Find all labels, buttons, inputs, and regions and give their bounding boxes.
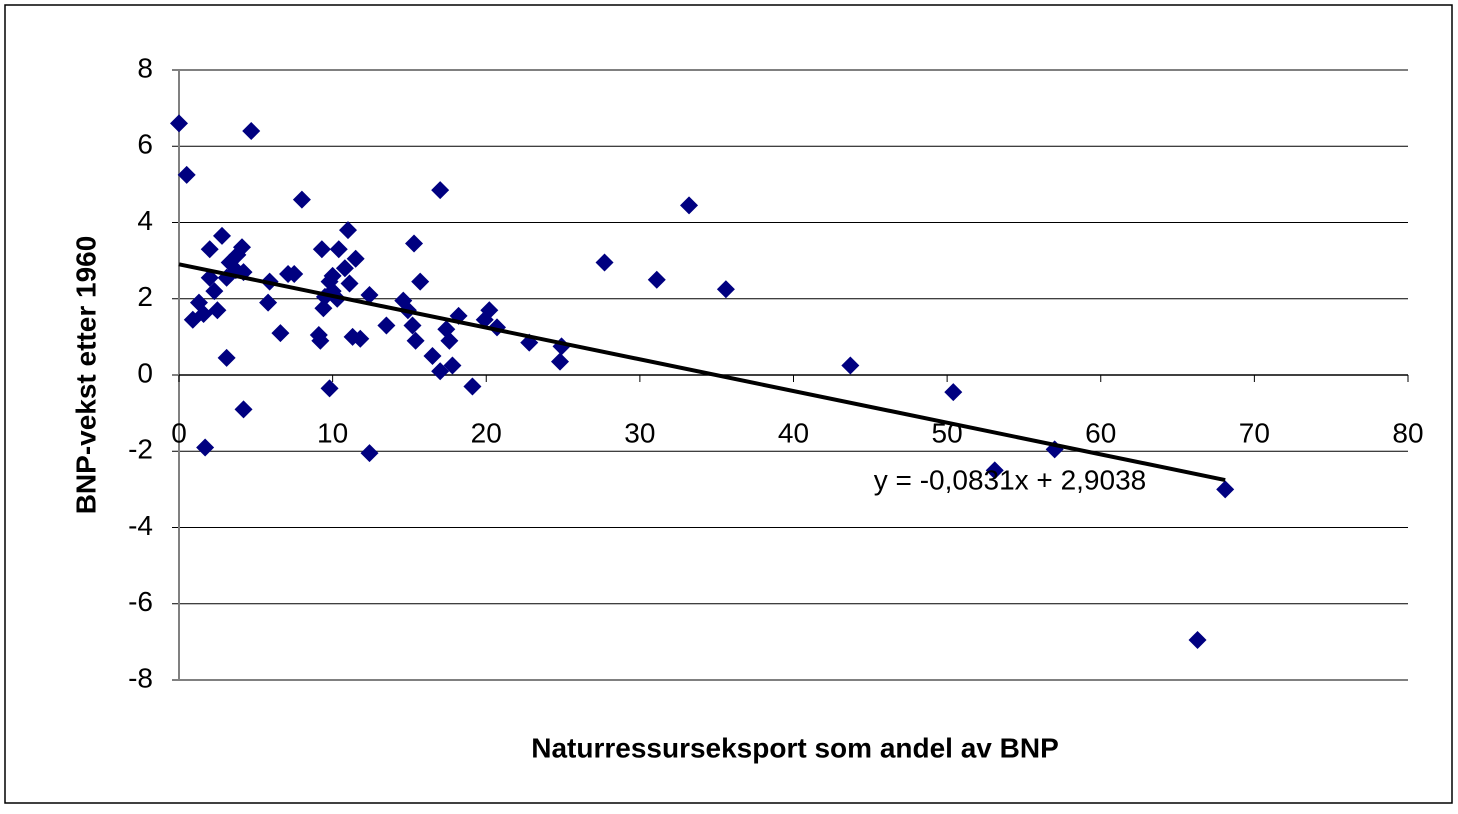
point (405, 234, 424, 253)
x-axis-title: Naturressurseksport som andel av BNP (531, 732, 1059, 763)
point (463, 377, 482, 396)
point (205, 282, 224, 301)
point (329, 240, 348, 259)
y-tick-label: -4 (128, 510, 153, 541)
y-tick-label: 2 (137, 281, 153, 312)
point (443, 356, 462, 375)
x-tick-label: 60 (1085, 417, 1116, 448)
point (406, 331, 425, 350)
point (360, 444, 379, 463)
point (177, 165, 196, 184)
x-tick-label: 10 (317, 417, 348, 448)
point (213, 226, 232, 245)
y-tick-label: 0 (137, 357, 153, 388)
x-tick-label: 30 (624, 417, 655, 448)
x-tick-label: 0 (171, 417, 187, 448)
point (340, 274, 359, 293)
trendline (178, 262, 1226, 483)
point (423, 346, 442, 365)
chart-border (4, 4, 1453, 804)
point (647, 270, 666, 289)
point (985, 461, 1004, 480)
point (440, 331, 459, 350)
y-tick-label: -2 (128, 434, 153, 465)
point (716, 280, 735, 299)
x-tick-label: 70 (1239, 417, 1270, 448)
point (377, 316, 396, 335)
point (292, 190, 311, 209)
point (1188, 630, 1207, 649)
point (311, 331, 330, 350)
y-tick-label: -6 (128, 586, 153, 617)
point (312, 240, 331, 259)
x-tick-label: 40 (778, 417, 809, 448)
point (335, 259, 354, 278)
point (320, 379, 339, 398)
point (338, 221, 357, 240)
point (480, 301, 499, 320)
point (217, 348, 236, 367)
point (170, 114, 188, 133)
point (271, 324, 290, 343)
point (314, 299, 333, 318)
point (411, 272, 430, 291)
point (841, 356, 860, 375)
point (194, 305, 213, 323)
point (403, 316, 422, 335)
point (196, 438, 215, 457)
point (431, 181, 450, 200)
y-tick-label: 4 (137, 205, 153, 236)
y-tick-label: 6 (137, 129, 153, 160)
x-tick-label: 80 (1392, 417, 1423, 448)
point (234, 400, 253, 419)
point (944, 383, 963, 402)
point (431, 362, 450, 381)
point (285, 264, 304, 283)
y-tick-label: -8 (128, 662, 153, 693)
point (595, 253, 614, 272)
point (1216, 480, 1235, 499)
point (208, 301, 227, 320)
point (323, 266, 342, 285)
point (346, 249, 365, 268)
point (232, 238, 251, 257)
point (550, 352, 569, 371)
point (680, 196, 699, 215)
point (200, 240, 219, 259)
x-tick-label: 20 (471, 417, 502, 448)
y-tick-label: 8 (137, 52, 153, 83)
trendline-equation: y = -0,0831x + 2,9038 (874, 464, 1146, 495)
y-axis-title: BNP-vekst etter 1960 (70, 236, 101, 515)
point (259, 293, 278, 312)
point (242, 122, 261, 140)
point (360, 285, 379, 304)
point (351, 329, 370, 348)
